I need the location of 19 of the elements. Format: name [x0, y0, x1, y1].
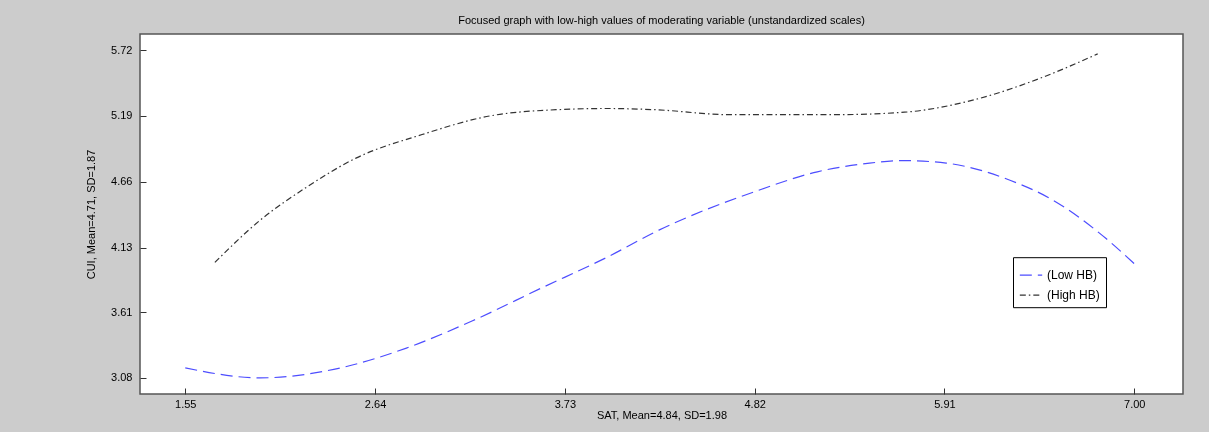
x-tick-label: 3.73: [554, 397, 577, 410]
y-tick-label: 4.66: [111, 175, 133, 188]
y-tick-label: 5.19: [111, 109, 133, 122]
x-tick-label: 7.00: [1124, 397, 1146, 410]
y-tick-label: 5.72: [111, 43, 133, 56]
y-axis-title: CUI, Mean=4.71, SD=1.87: [85, 149, 98, 280]
y-tick-label: 3.61: [111, 305, 133, 318]
x-tick-label: 4.82: [744, 397, 766, 410]
x-tick-label: 1.55: [175, 397, 197, 410]
x-tick-label: 5.91: [934, 397, 956, 410]
y-tick-label: 3.08: [111, 371, 133, 384]
line-series: [214, 53, 1099, 264]
line-series: [184, 160, 1135, 379]
chart-title: Focused graph with low-high values of moderating variable (unstandardized scales): [458, 14, 865, 26]
y-tick-label: 4.13: [111, 241, 133, 254]
x-tick-label: 2.64: [364, 397, 387, 410]
legend-label: (Low HB): [1047, 268, 1098, 283]
x-axis-title: SAT, Mean=4.84, SD=1.98: [596, 408, 728, 421]
legend-label: (High HB): [1047, 288, 1100, 303]
